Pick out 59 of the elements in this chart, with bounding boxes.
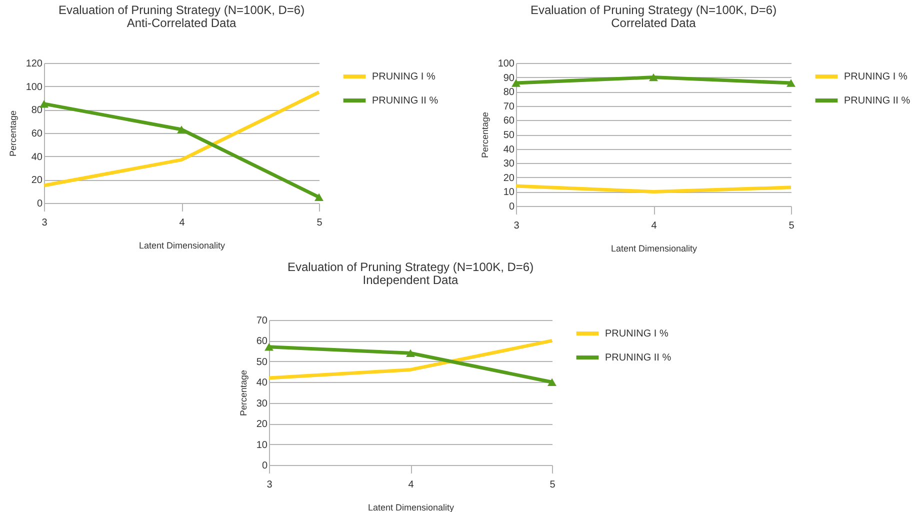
- x-tick-label: 3: [42, 218, 48, 228]
- x-axis-title: Latent Dimensionality: [138, 240, 226, 250]
- legend-label: PRUNING II %: [604, 352, 671, 364]
- chart-title: Evaluation of Pruning Strategy (N=100K, D=6): [58, 3, 305, 17]
- x-tick-label: 5: [549, 480, 556, 490]
- point: [314, 193, 324, 202]
- chart-title: Evaluation of Pruning Strategy (N=100K, D=6): [286, 260, 534, 274]
- y-tick-label: 30: [256, 398, 268, 410]
- y-tick-label: 20: [31, 175, 43, 186]
- y-tick-label: 30: [503, 158, 515, 170]
- legend-label: PRUNING I %: [844, 72, 908, 82]
- chart-subtitle: Independent Data: [362, 273, 458, 287]
- chart-subtitle: Correlated Data: [611, 16, 696, 30]
- y-tick-label: 100: [498, 58, 515, 70]
- y-tick-label: 10: [503, 187, 515, 198]
- legend-label: PRUNING II %: [372, 96, 438, 106]
- x-tick-label: 4: [179, 218, 186, 228]
- x-tick-label: 4: [651, 220, 658, 232]
- x-axis-title: Latent Dimensionality: [367, 502, 454, 512]
- point: [177, 126, 186, 134]
- y-tick-label: 70: [503, 101, 515, 112]
- x-tick-label: 5: [788, 220, 795, 232]
- y-tick-label: 60: [256, 336, 268, 348]
- legend-label: PRUNING I %: [372, 72, 436, 82]
- x-tick-label: 3: [266, 480, 272, 490]
- y-tick-label: 100: [26, 82, 43, 93]
- y-tick-label: 0: [508, 202, 515, 212]
- y-tick-label: 0: [261, 460, 268, 472]
- x-tick-label: 3: [514, 220, 520, 232]
- y-tick-label: 40: [256, 378, 268, 389]
- x-axis-title: Latent Dimensionality: [610, 244, 698, 254]
- point: [547, 378, 556, 386]
- point: [40, 100, 48, 108]
- y-tick-label: 20: [503, 172, 515, 184]
- y-axis-title: Percentage: [238, 370, 248, 416]
- y-tick-label: 0: [36, 198, 43, 210]
- y-tick-label: 90: [503, 72, 515, 84]
- y-tick-label: 60: [31, 128, 43, 140]
- y-tick-label: 10: [256, 440, 268, 451]
- chart-subtitle: Anti-Correlated Data: [126, 16, 237, 30]
- y-tick-label: 40: [503, 144, 515, 156]
- x-tick-label: 5: [316, 218, 323, 228]
- y-tick-label: 80: [31, 105, 43, 116]
- y-tick-label: 60: [503, 116, 515, 127]
- chart-title: Evaluation of Pruning Strategy (N=100K, D=6): [530, 3, 777, 17]
- x-tick-label: 4: [408, 480, 414, 490]
- point: [264, 343, 273, 351]
- y-tick-label: 50: [503, 130, 515, 141]
- legend-label: PRUNING I %: [604, 328, 668, 340]
- y-axis-title: Percentage: [480, 112, 490, 158]
- y-tick-label: 70: [256, 316, 268, 326]
- y-axis-title: Percentage: [8, 110, 18, 157]
- point: [406, 349, 414, 358]
- y-tick-label: 20: [256, 419, 268, 430]
- y-tick-label: 120: [26, 58, 43, 70]
- y-tick-label: 80: [503, 87, 515, 98]
- y-tick-label: 40: [31, 152, 43, 163]
- y-tick-label: 50: [256, 356, 268, 368]
- legend-label: PRUNING II %: [844, 96, 910, 106]
